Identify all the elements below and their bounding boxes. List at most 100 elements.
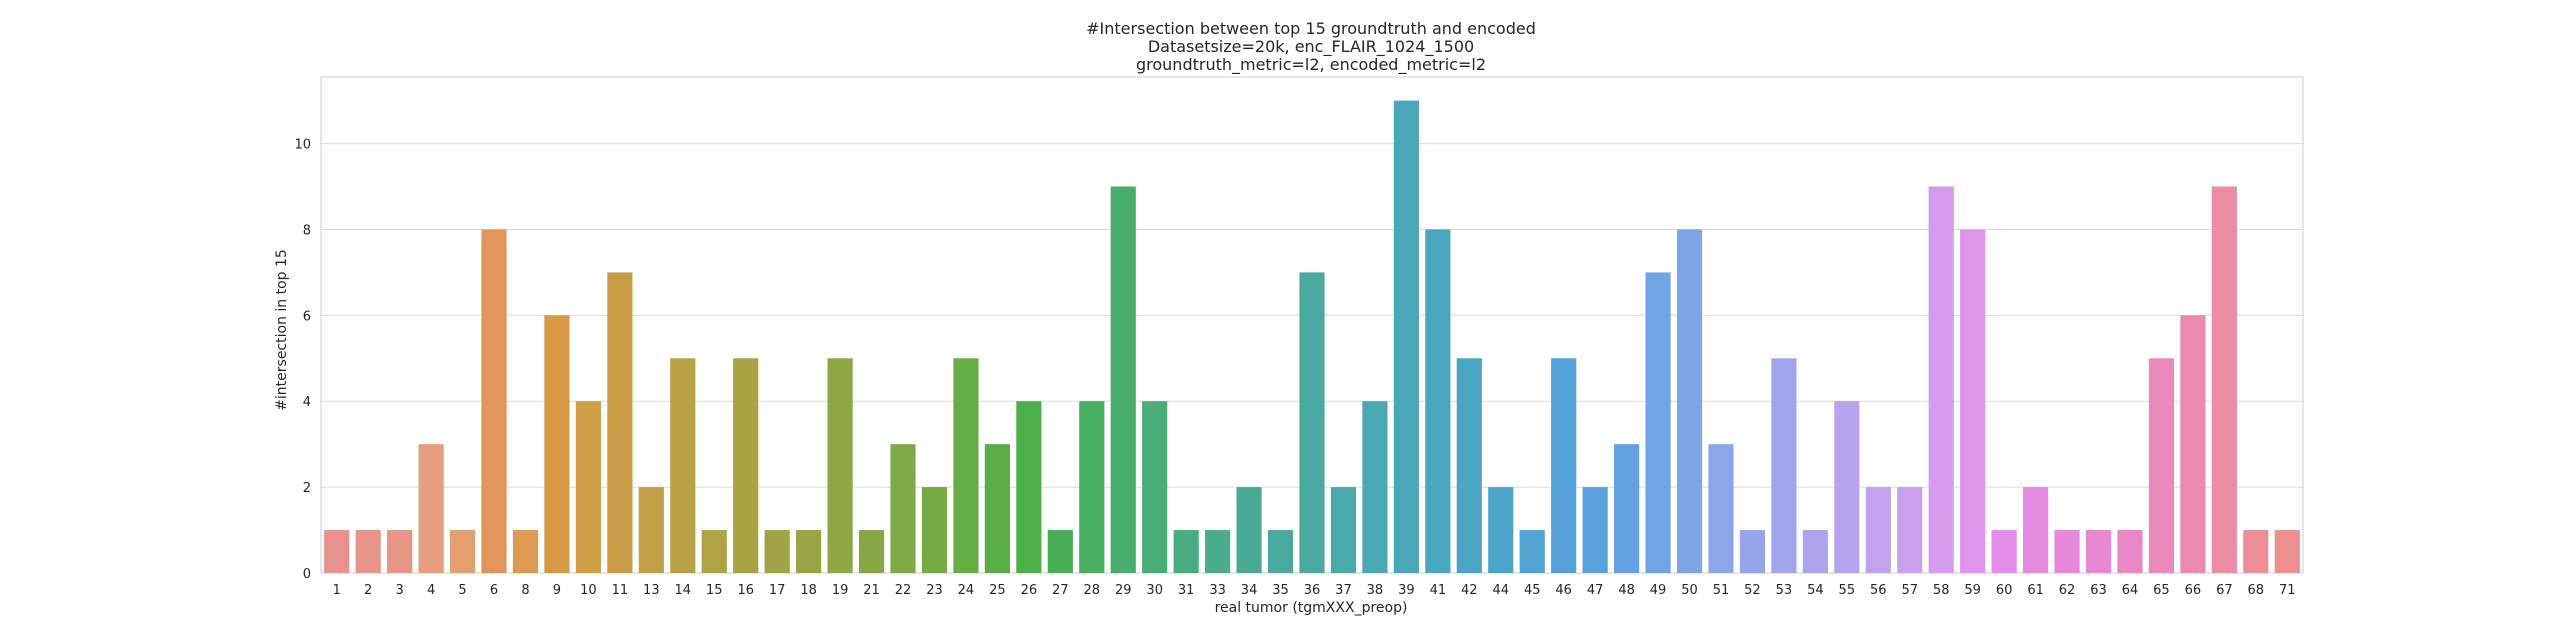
x-tick-label: 41 <box>1430 583 1447 598</box>
chart-title-line-1: #Intersection between top 15 groundtruth… <box>1086 19 1536 38</box>
x-tick-label: 2 <box>364 583 372 598</box>
bar-tumor-15 <box>701 530 727 573</box>
bar-tumor-29 <box>1110 186 1136 573</box>
bar-tumor-9 <box>544 315 570 573</box>
x-tick-label: 29 <box>1115 583 1132 598</box>
x-tick-label: 59 <box>1964 583 1981 598</box>
x-tick-label: 67 <box>2216 583 2233 598</box>
bar-tumor-5 <box>449 530 476 573</box>
bar-tumor-34 <box>1236 487 1262 573</box>
bar-tumor-45 <box>1519 530 1545 573</box>
bar-tumor-62 <box>2054 530 2080 573</box>
bars <box>324 100 2300 574</box>
x-tick-label: 4 <box>427 583 435 598</box>
bar-tumor-25 <box>984 444 1010 573</box>
bar-tumor-22 <box>890 444 916 573</box>
x-tick-label: 14 <box>675 583 692 598</box>
x-tick-label: 49 <box>1650 583 1667 598</box>
bar-tumor-44 <box>1488 487 1514 573</box>
bar-tumor-38 <box>1362 401 1388 573</box>
x-tick-label: 35 <box>1272 583 1289 598</box>
bar-tumor-55 <box>1834 401 1860 573</box>
x-tick-label: 8 <box>521 583 529 598</box>
x-tick-label: 42 <box>1461 583 1478 598</box>
chart-title-line-2: Datasetsize=20k, enc_FLAIR_1024_1500 <box>1148 37 1474 57</box>
bar-tumor-48 <box>1614 444 1640 573</box>
bar-tumor-56 <box>1865 487 1891 573</box>
bar-tumor-19 <box>827 358 853 573</box>
bar-tumor-51 <box>1708 444 1734 573</box>
x-tick-label: 44 <box>1492 583 1509 598</box>
y-tick-label: 0 <box>303 567 311 582</box>
bar-tumor-54 <box>1802 530 1828 573</box>
x-tick-label: 50 <box>1681 583 1698 598</box>
bar-tumor-3 <box>387 530 413 573</box>
bar-tumor-11 <box>607 272 633 573</box>
bar-tumor-27 <box>1047 530 1073 573</box>
x-tick-label: 56 <box>1870 583 1887 598</box>
bar-tumor-53 <box>1771 358 1797 573</box>
bar-tumor-67 <box>2211 186 2237 573</box>
x-tick-label: 46 <box>1555 583 1572 598</box>
bar-tumor-17 <box>764 530 790 573</box>
x-tick-label: 58 <box>1933 583 1950 598</box>
bar-tumor-68 <box>2243 530 2269 573</box>
bar-tumor-35 <box>1267 530 1294 573</box>
bar-tumor-21 <box>858 530 885 573</box>
bar-tumor-42 <box>1456 358 1482 573</box>
bar-tumor-58 <box>1928 186 1954 573</box>
bar-tumor-39 <box>1393 100 1419 573</box>
x-tick-label: 23 <box>926 583 943 598</box>
x-tick-label: 57 <box>1901 583 1918 598</box>
x-tick-label: 65 <box>2153 583 2170 598</box>
x-tick-label: 61 <box>2027 583 2044 598</box>
bar-tumor-28 <box>1079 401 1105 573</box>
bar-tumor-23 <box>921 487 948 573</box>
x-tick-label: 47 <box>1587 583 1604 598</box>
x-tick-label: 6 <box>490 583 498 598</box>
x-tick-label: 18 <box>800 583 817 598</box>
bar-tumor-50 <box>1676 229 1703 574</box>
x-tick-label: 19 <box>832 583 849 598</box>
x-tick-label: 45 <box>1524 583 1541 598</box>
bar-tumor-13 <box>638 487 664 573</box>
x-tick-label: 51 <box>1713 583 1730 598</box>
y-axis-label: #intersection in top 15 <box>274 249 290 411</box>
bar-tumor-1 <box>324 530 350 573</box>
bar-tumor-66 <box>2180 315 2206 573</box>
x-tick-label: 16 <box>737 583 754 598</box>
x-tick-label: 21 <box>863 583 880 598</box>
x-tick-label: 9 <box>553 583 561 598</box>
x-tick-label: 38 <box>1367 583 1384 598</box>
bar-tumor-2 <box>355 530 381 573</box>
bar-tumor-18 <box>796 530 822 573</box>
bar-tumor-47 <box>1582 487 1608 573</box>
bar-tumor-63 <box>2085 530 2112 573</box>
x-tick-label: 33 <box>1209 583 1226 598</box>
bar-tumor-4 <box>418 444 444 573</box>
y-tick-label: 10 <box>294 138 311 153</box>
bar-tumor-64 <box>2117 530 2143 573</box>
x-tick-label: 66 <box>2185 583 2202 598</box>
bar-tumor-57 <box>1897 487 1923 573</box>
bar-tumor-46 <box>1551 358 1577 573</box>
chart-title-line-3: groundtruth_metric=l2, encoded_metric=l2 <box>1136 55 1486 75</box>
x-tick-label: 3 <box>396 583 404 598</box>
bar-tumor-8 <box>512 530 539 573</box>
x-tick-label: 15 <box>706 583 723 598</box>
bar-tumor-6 <box>481 229 507 574</box>
x-tick-label: 17 <box>769 583 786 598</box>
bar-tumor-41 <box>1425 229 1451 574</box>
bar-tumor-60 <box>1991 530 2017 573</box>
x-tick-label: 54 <box>1807 583 1824 598</box>
bar-tumor-59 <box>1960 229 1986 574</box>
bar-tumor-10 <box>575 401 601 573</box>
x-tick-label: 30 <box>1146 583 1163 598</box>
x-tick-label: 27 <box>1052 583 1069 598</box>
x-tick-label: 13 <box>643 583 660 598</box>
bar-tumor-36 <box>1299 272 1325 573</box>
x-tick-label: 28 <box>1084 583 1101 598</box>
x-tick-label: 48 <box>1618 583 1635 598</box>
bar-tumor-33 <box>1205 530 1231 573</box>
